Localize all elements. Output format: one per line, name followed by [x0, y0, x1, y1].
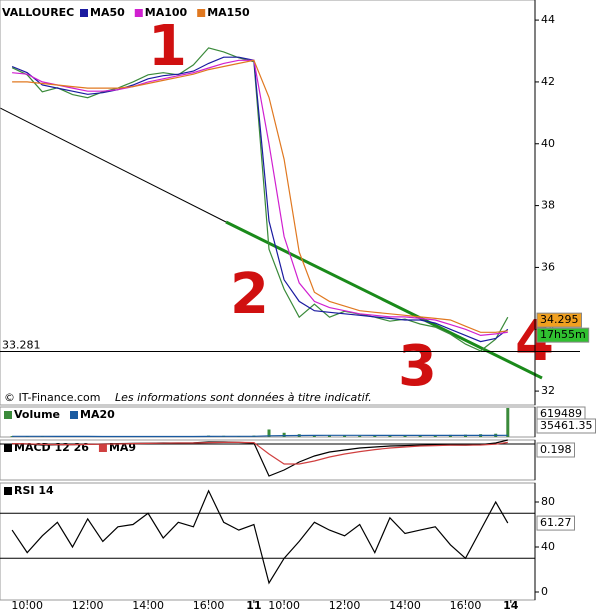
chart-title: VALLOUREC [2, 6, 74, 19]
y-tick-label: 40 [541, 540, 555, 553]
annotation: 3 [398, 334, 437, 399]
legend-label: Volume [14, 408, 60, 421]
series-line [12, 59, 508, 337]
y-tick-label: 42 [541, 75, 555, 88]
last-volume: 619489 [540, 407, 582, 420]
volume-bar [418, 435, 422, 437]
y-tick-label: 38 [541, 199, 555, 212]
legend-swatch [4, 487, 12, 495]
last-price: 34.295 [540, 313, 579, 326]
legend-label: MA100 [145, 6, 188, 19]
legend-swatch [70, 411, 78, 419]
x-tick-label: 16:00 [193, 599, 225, 612]
volume-bar [312, 435, 316, 437]
time-label: 17h55m [540, 328, 586, 341]
y-tick-label: 36 [541, 260, 555, 273]
volume-bar [433, 435, 437, 437]
legend-swatch [80, 9, 88, 17]
y-tick-label: 32 [541, 384, 555, 397]
volume-bar [506, 407, 510, 437]
x-tick-label: 12:00 [72, 599, 104, 612]
series-line [11, 56, 509, 343]
series-line [12, 441, 508, 465]
volume-bar [358, 435, 362, 437]
x-tick-label: 10:00 [11, 599, 43, 612]
ma-value: 35461.35 [540, 419, 593, 432]
legend-swatch [197, 9, 206, 17]
y-tick-label: 44 [541, 13, 555, 26]
legend-label: MACD 12 26 [14, 441, 89, 454]
volume-bar [267, 429, 271, 437]
last-price-box [536, 312, 582, 328]
volume-bar [343, 435, 347, 437]
legend-label: RSI 14 [14, 484, 54, 497]
legend-swatch [134, 9, 143, 17]
ma-value-box [536, 418, 596, 434]
last-macd-box [536, 442, 575, 458]
series-line [11, 489, 509, 585]
x-tick-label: 14:00 [132, 599, 164, 612]
series-line [12, 59, 508, 333]
x-tick-label: 14:00 [389, 599, 421, 612]
volume-bar [327, 435, 331, 437]
volume-bar [388, 435, 392, 437]
last-macd: 0.198 [540, 443, 572, 456]
annotation: 2 [230, 262, 269, 327]
y-tick-label: 40 [541, 137, 555, 150]
y-tick-label: 0 [541, 585, 548, 598]
last-rsi-box [536, 515, 575, 531]
x-tick-label: 16:00 [450, 599, 482, 612]
series-line [11, 47, 509, 352]
x-tick-label: 14 [503, 599, 519, 612]
legend-swatch [4, 444, 12, 452]
x-tick-label: 11 [246, 599, 261, 612]
last-rsi: 61.27 [540, 516, 572, 529]
volume-bar [10, 436, 14, 437]
trend-line [0, 107, 227, 223]
x-tick-label: 12:00 [329, 599, 361, 612]
resistance-line [225, 220, 543, 380]
disclaimer: Les informations sont données à titre in… [115, 391, 372, 404]
time-label-box [536, 327, 590, 343]
annotation: 1 [148, 14, 187, 79]
volume-bar [373, 435, 377, 437]
y-tick-label: 80 [541, 495, 555, 508]
source: © IT-Finance.com [4, 391, 101, 404]
volume-bar [403, 435, 407, 437]
x-tick-label: 10:00 [268, 599, 300, 612]
legend-label: MA20 [80, 408, 115, 421]
legend-swatch [4, 411, 12, 419]
series-line [12, 434, 508, 438]
legend-swatch [98, 444, 107, 452]
reference-label: 33.281 [2, 338, 41, 351]
legend-label: MA50 [90, 6, 125, 19]
legend-label: MA150 [207, 6, 250, 19]
volume-bar [282, 432, 286, 437]
